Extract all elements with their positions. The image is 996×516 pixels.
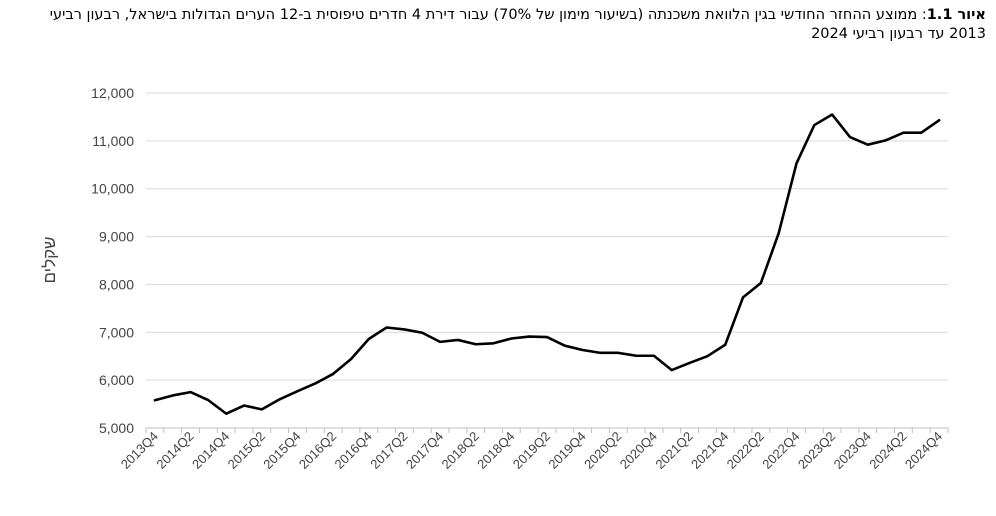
x-tick-label: 2019Q4 xyxy=(545,429,588,472)
x-tick-label: 2021Q4 xyxy=(688,429,731,472)
x-axis-ticks: 2013Q42014Q22014Q42015Q22015Q42016Q22016… xyxy=(118,429,945,472)
axes xyxy=(145,427,949,433)
x-tick-label: 2023Q2 xyxy=(795,429,838,472)
x-tick-label: 2020Q4 xyxy=(617,429,660,472)
figure-caption: : ממוצע ההחזר החודשי בגין הלוואת משכנתה … xyxy=(49,7,986,42)
x-tick-label: 2015Q2 xyxy=(225,429,268,472)
x-tick-label: 2016Q2 xyxy=(296,429,339,472)
x-tick-label: 2018Q2 xyxy=(439,429,482,472)
series xyxy=(153,113,941,415)
x-tick-label: 2024Q2 xyxy=(866,429,909,472)
x-tick-label: 2020Q2 xyxy=(581,429,624,472)
y-tick-label: 6,000 xyxy=(99,372,134,388)
x-tick-label: 2019Q2 xyxy=(510,429,553,472)
y-tick-label: 8,000 xyxy=(99,276,134,292)
y-tick-label: 7,000 xyxy=(99,324,134,340)
data-line xyxy=(153,113,941,415)
figure-label: איור 1.1 xyxy=(926,7,986,23)
y-tick-label: 5,000 xyxy=(99,420,134,436)
y-axis-ticks: 5,000 6,000 7,000 8,000 9,000 10,000 11,000 12,… xyxy=(91,85,134,436)
x-tick-label: 2018Q4 xyxy=(474,429,517,472)
x-tick-label: 2016Q4 xyxy=(332,429,375,472)
x-tick-label: 2017Q2 xyxy=(367,429,410,472)
y-tick-label: 10,000 xyxy=(91,181,134,197)
y-tick-label: 12,000 xyxy=(91,85,134,101)
x-tick-label: 2024Q4 xyxy=(902,429,945,472)
gridlines xyxy=(146,92,948,381)
x-tick-label: 2022Q4 xyxy=(759,429,802,472)
x-tick-label: 2015Q4 xyxy=(260,429,303,472)
y-tick-label: 11,000 xyxy=(92,133,134,149)
chart-title: איור 1.1: ממוצע ההחזר החודשי בגין הלוואת… xyxy=(10,6,986,44)
x-tick-label: 2017Q4 xyxy=(403,429,446,472)
x-tick-label: 2021Q2 xyxy=(652,429,695,472)
x-tick-label: 2023Q4 xyxy=(831,429,874,472)
x-tick-label: 2014Q4 xyxy=(189,429,232,472)
x-tick-label: 2022Q2 xyxy=(724,429,767,472)
x-tick-label: 2014Q2 xyxy=(153,429,196,472)
y-axis-label: שקלים xyxy=(40,236,59,283)
y-tick-label: 9,000 xyxy=(99,229,134,245)
